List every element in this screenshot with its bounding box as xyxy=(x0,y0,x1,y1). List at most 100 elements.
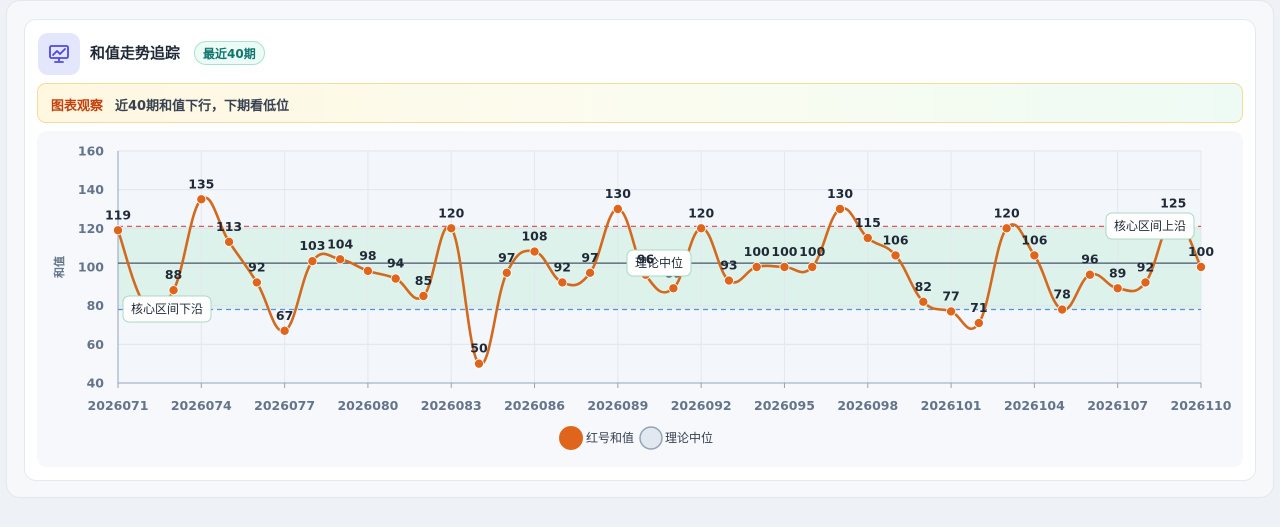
data-label: 97 xyxy=(581,250,598,265)
data-label: 108 xyxy=(521,229,547,244)
sum-point xyxy=(723,275,734,286)
data-label: 97 xyxy=(498,250,515,265)
sum-point xyxy=(946,306,957,317)
data-label: 103 xyxy=(299,238,325,253)
sum-point xyxy=(224,236,235,247)
data-label: 120 xyxy=(438,205,464,220)
sum-point xyxy=(446,223,457,234)
x-tick-label: 2026098 xyxy=(837,398,898,413)
sum-point xyxy=(307,256,318,267)
sum-point xyxy=(279,325,290,336)
data-label: 130 xyxy=(827,186,853,201)
sum-point xyxy=(251,277,262,288)
sum-point xyxy=(668,283,679,294)
legend-label-sum: 红号和值 xyxy=(586,430,634,445)
data-label: 82 xyxy=(915,279,932,294)
sum-point xyxy=(1112,283,1123,294)
x-tick-label: 2026104 xyxy=(1004,398,1065,413)
data-label: 78 xyxy=(1053,287,1070,302)
sum-point xyxy=(1196,261,1207,272)
observation-banner: 图表观察 近40期和值下行，下期看低位 xyxy=(37,83,1243,123)
upper-bound-annotation-box xyxy=(1105,212,1195,240)
sum-point xyxy=(362,265,373,276)
sum-point xyxy=(529,246,540,257)
sum-point xyxy=(918,296,929,307)
data-label: 96 xyxy=(637,252,655,267)
y-tick-label: 80 xyxy=(87,298,105,313)
data-label: 50 xyxy=(470,341,488,356)
sum-point xyxy=(335,254,346,265)
data-label: 67 xyxy=(276,308,293,323)
sum-point xyxy=(835,203,846,214)
y-axis-label: 和值 xyxy=(52,256,66,278)
legend-swatch-median xyxy=(639,426,663,450)
card-title: 和值走势追踪 xyxy=(90,44,181,62)
x-tick-label: 2026080 xyxy=(337,398,398,413)
data-label: 120 xyxy=(994,205,1020,220)
period-badge: 最近40期 xyxy=(194,41,265,65)
observation-label: 图表观察 xyxy=(51,99,104,114)
sum-point xyxy=(807,261,818,272)
x-tick-label: 2026092 xyxy=(671,398,732,413)
data-label: 92 xyxy=(248,259,265,274)
data-label: 94 xyxy=(387,256,405,271)
data-label: 100 xyxy=(1188,244,1214,259)
x-tick-label: 2026089 xyxy=(587,398,648,413)
sum-point xyxy=(779,261,790,272)
data-label: 106 xyxy=(882,232,908,247)
sum-point xyxy=(890,250,901,261)
lower-bound-annotation-box xyxy=(122,295,212,323)
sum-point xyxy=(751,261,762,272)
sum-point xyxy=(113,225,124,236)
data-label: 85 xyxy=(415,273,432,288)
data-label: 92 xyxy=(1137,259,1154,274)
y-tick-label: 40 xyxy=(87,376,105,391)
data-label: 104 xyxy=(327,236,353,251)
x-tick-label: 2026071 xyxy=(88,398,149,413)
data-label: 135 xyxy=(188,176,214,191)
sum-point xyxy=(501,267,512,278)
x-tick-label: 2026083 xyxy=(421,398,482,413)
sum-point xyxy=(196,194,207,205)
legend-label-median: 理论中位 xyxy=(665,430,713,445)
data-label: 106 xyxy=(1021,232,1047,247)
upper-bound-annotation-text: 核心区间上沿 xyxy=(1114,219,1186,233)
observation-text: 近40期和值下行，下期看低位 xyxy=(115,99,290,114)
sum-point xyxy=(696,223,707,234)
sum-point xyxy=(862,232,873,243)
data-label: 77 xyxy=(942,288,959,303)
sum-point xyxy=(473,358,484,369)
sum-point xyxy=(418,290,429,301)
data-label: 71 xyxy=(970,300,987,315)
data-label: 113 xyxy=(216,219,242,234)
sum-point xyxy=(973,318,984,329)
data-label: 100 xyxy=(799,244,825,259)
data-label: 89 xyxy=(1109,265,1126,280)
x-tick-label: 2026074 xyxy=(171,398,232,413)
sum-point xyxy=(1084,269,1095,280)
data-label: 115 xyxy=(855,215,881,230)
data-label: 96 xyxy=(1081,252,1099,267)
sum-point xyxy=(1001,223,1012,234)
y-tick-label: 160 xyxy=(78,144,104,159)
sum-point xyxy=(1140,277,1151,288)
sum-point xyxy=(1057,304,1068,315)
sum-point xyxy=(1029,250,1040,261)
y-tick-label: 60 xyxy=(87,337,105,352)
x-tick-label: 2026101 xyxy=(921,398,982,413)
legend-swatch-sum xyxy=(559,426,583,450)
lower-bound-annotation-text: 核心区间下沿 xyxy=(131,302,203,316)
data-label: 93 xyxy=(720,258,737,273)
data-label: 130 xyxy=(605,186,631,201)
y-tick-label: 100 xyxy=(78,260,104,275)
median-annotation-text: 理论中位 xyxy=(635,255,683,270)
data-label: 119 xyxy=(105,207,131,222)
sum-point xyxy=(585,267,596,278)
x-tick-label: 2026107 xyxy=(1087,398,1148,413)
median-annotation-box xyxy=(626,249,692,277)
data-label: 100 xyxy=(771,244,797,259)
data-label: 92 xyxy=(554,259,571,274)
sum-point xyxy=(390,273,401,284)
data-label: 125 xyxy=(1160,196,1186,211)
